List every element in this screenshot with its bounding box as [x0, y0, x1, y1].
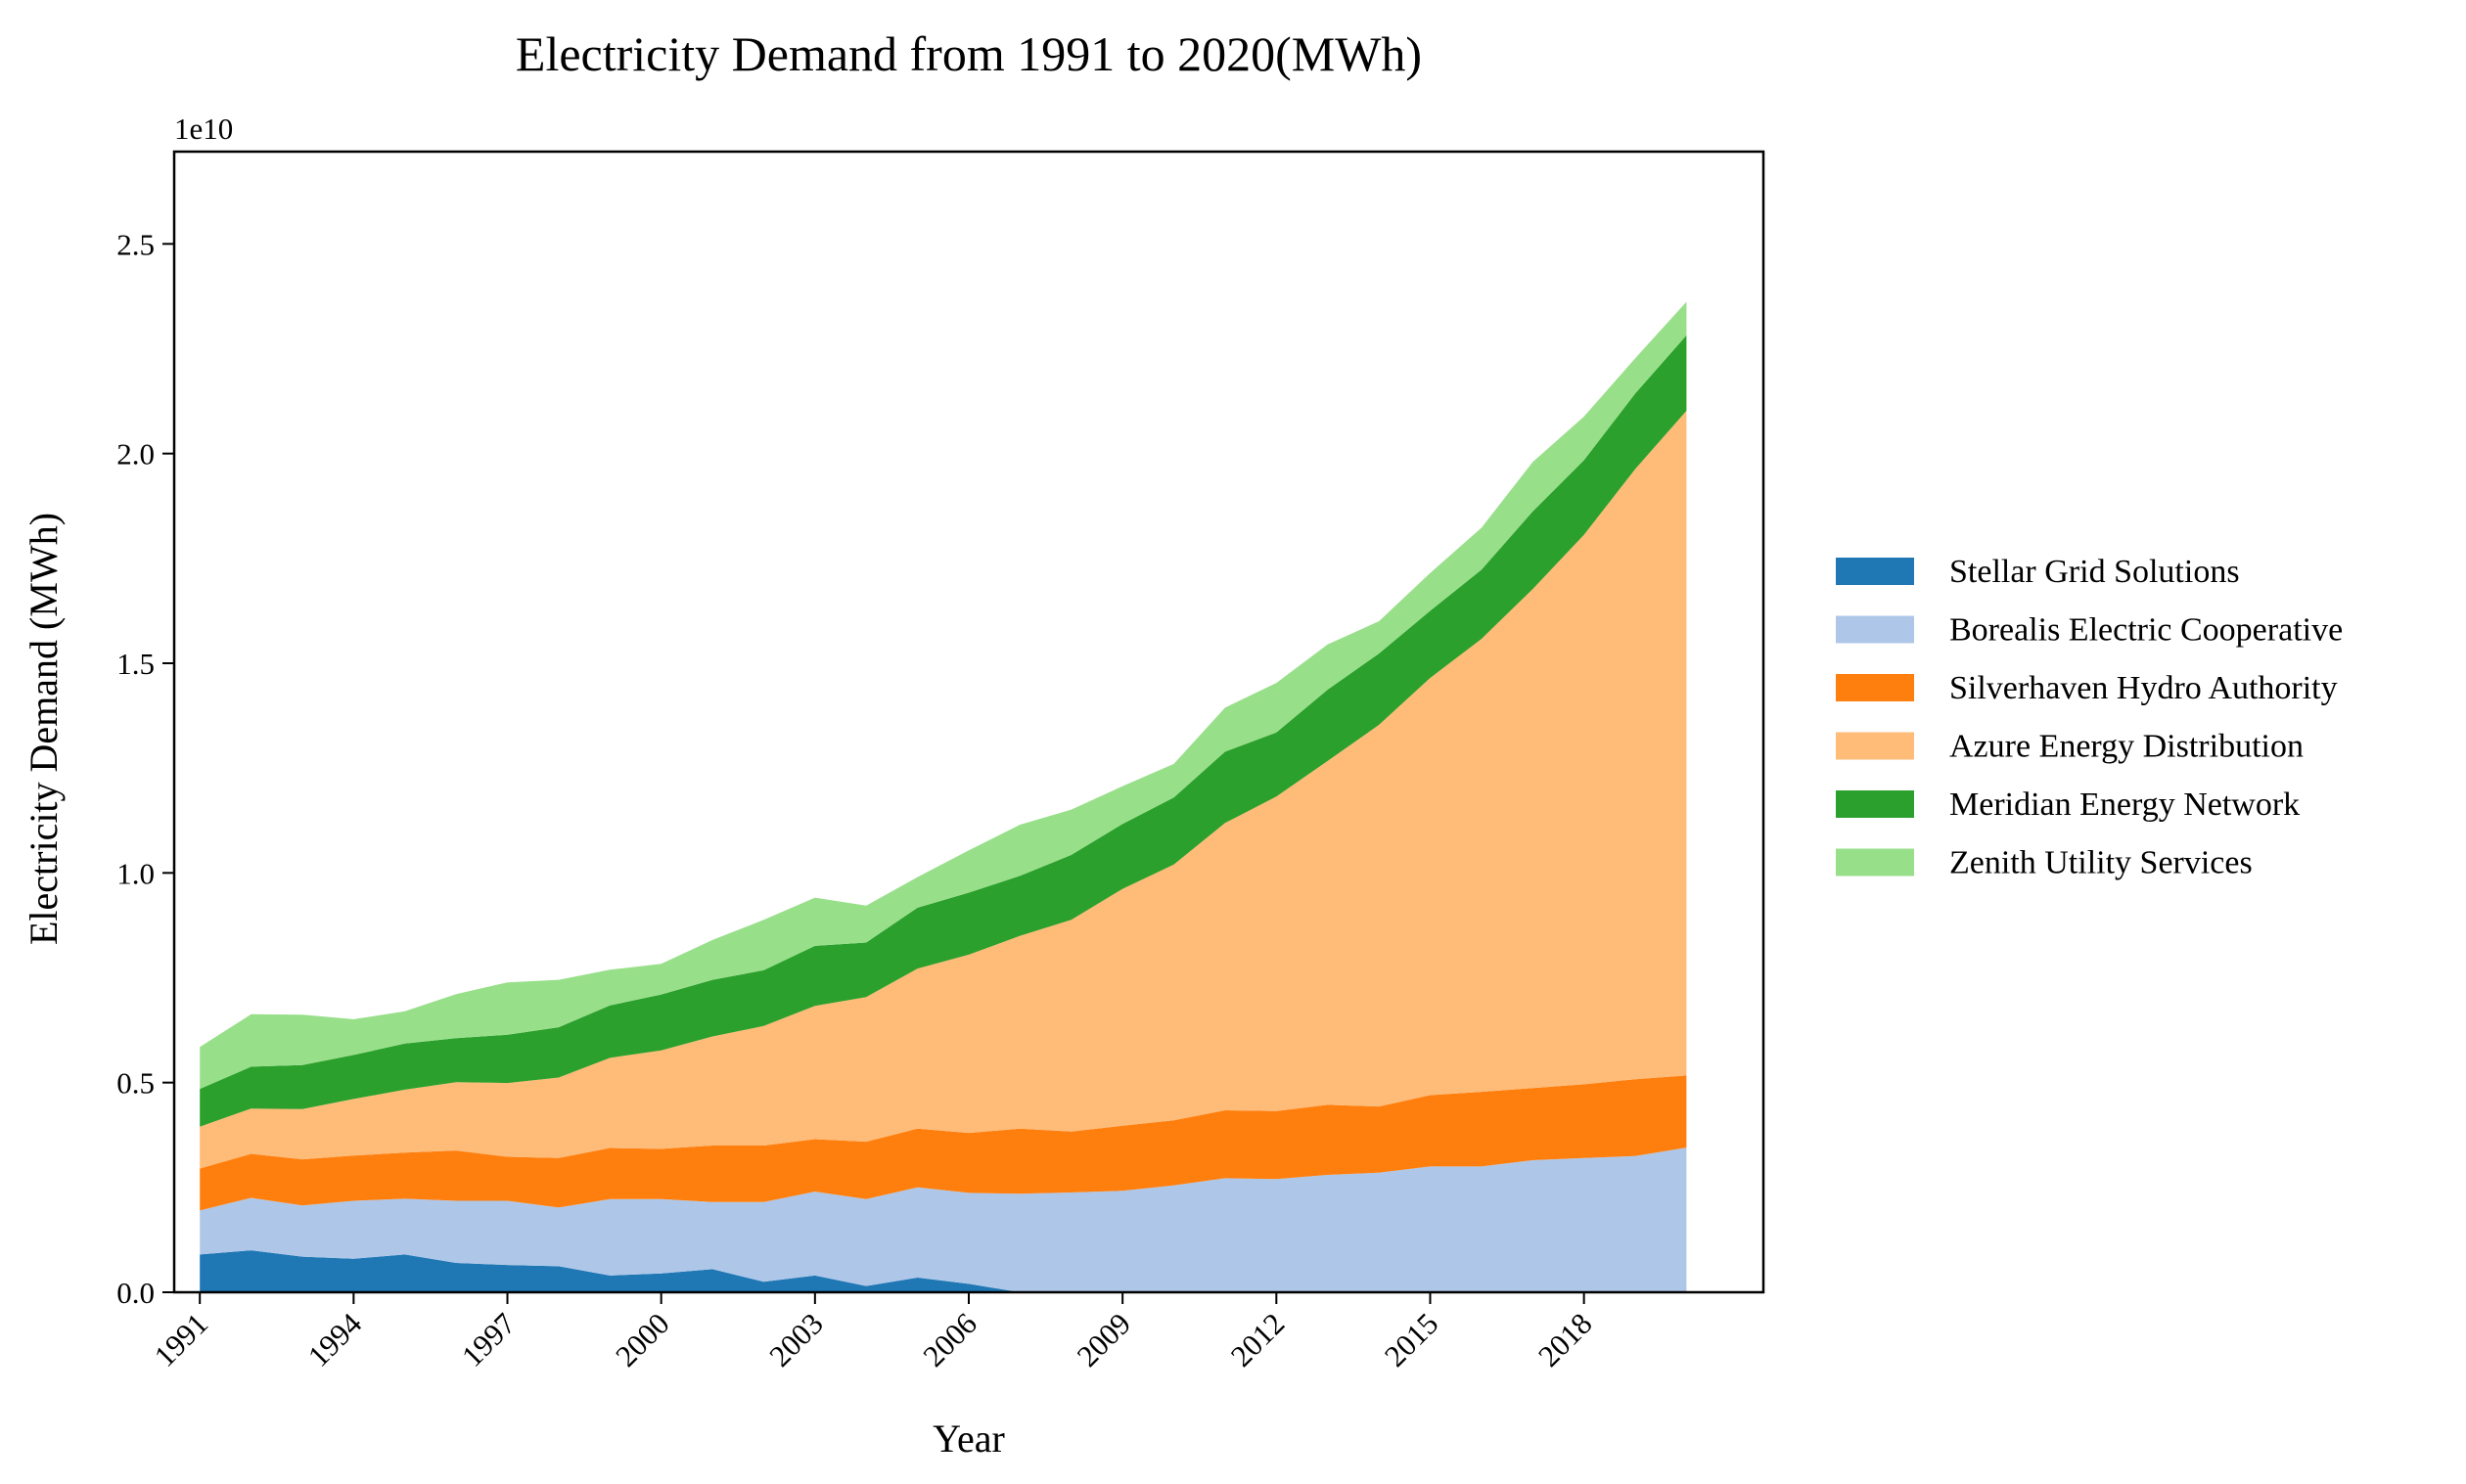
x-tick-label: 2009	[1071, 1306, 1138, 1373]
area-series-1	[200, 1250, 1687, 1292]
y-tick-label: 2.5	[116, 227, 155, 261]
legend-swatch	[1836, 732, 1914, 760]
y-tick-label: 0.0	[116, 1276, 155, 1310]
y-axis-label: Electricity Demand (MWh)	[22, 513, 66, 945]
x-tick-label: 1994	[301, 1306, 369, 1373]
y-tick-label: 0.5	[116, 1066, 155, 1101]
y-tick-label: 1.5	[116, 647, 155, 681]
legend-swatch	[1836, 615, 1914, 644]
area-series-2	[200, 1147, 1687, 1292]
y-tick-label: 1.0	[116, 856, 155, 890]
y-tick-label: 2.0	[116, 437, 155, 472]
area-series-4	[200, 410, 1687, 1169]
legend-swatch	[1836, 790, 1914, 818]
plot-areas	[200, 301, 1687, 1292]
legend-label: Stellar Grid Solutions	[1949, 554, 2240, 590]
x-tick-label: 2006	[916, 1306, 983, 1373]
x-axis-label: Year	[933, 1417, 1005, 1461]
legend-swatch	[1836, 558, 1914, 585]
x-tick-label: 2018	[1531, 1306, 1599, 1373]
legend-label: Azure Energy Distribution	[1949, 729, 2304, 765]
x-tick-label: 2000	[609, 1306, 676, 1373]
legend-label: Meridian Energy Network	[1949, 787, 2300, 823]
y-axis-ticks: 0.0 0.5 1.0 1.5 2.0 2.5	[116, 227, 174, 1310]
x-tick-label: 1991	[148, 1306, 215, 1373]
chart-title: Electricity Demand from 1991 to 2020(MWh…	[516, 26, 1422, 81]
x-tick-label: 2012	[1224, 1306, 1292, 1373]
legend-swatch	[1836, 848, 1914, 877]
x-tick-label: 2003	[762, 1306, 830, 1373]
area-series-3	[200, 1075, 1687, 1211]
x-axis-ticks: 1991 1994 1997 2000 2003 2006 2009 2012 2015 2018	[148, 1292, 1599, 1373]
legend-label: Zenith Utility Services	[1949, 845, 2253, 881]
legend-label: Silverhaven Hydro Authority	[1949, 670, 2338, 706]
y-scale-label: 1e10	[174, 112, 233, 146]
legend-label: Borealis Electric Cooperative	[1949, 612, 2343, 649]
x-tick-label: 1997	[455, 1306, 523, 1373]
legend-swatch	[1836, 674, 1914, 701]
legend: Stellar Grid Solutions Borealis Electric …	[1836, 554, 2343, 881]
x-tick-label: 2015	[1378, 1306, 1445, 1373]
